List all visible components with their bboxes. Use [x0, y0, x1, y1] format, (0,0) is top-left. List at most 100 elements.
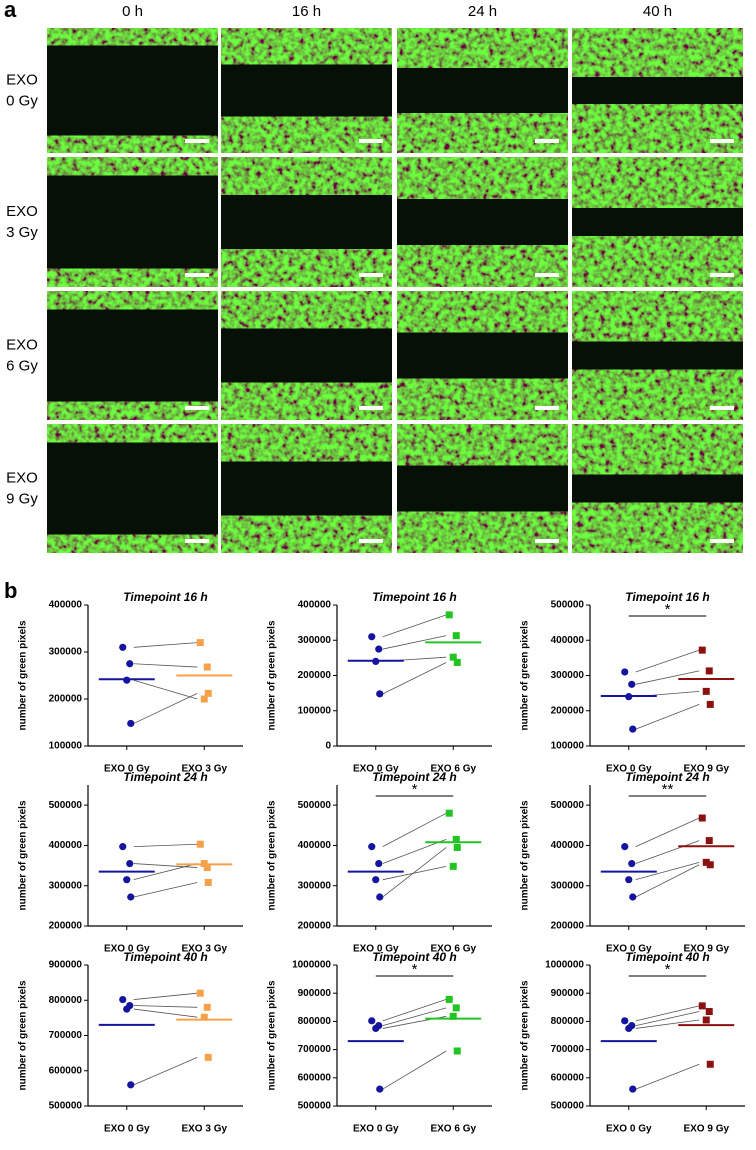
data-point — [705, 1008, 713, 1016]
x-tick-label: EXO 0 Gy — [353, 1124, 399, 1135]
x-tick-label: EXO 0 Gy — [606, 944, 652, 955]
pair-line — [382, 614, 447, 638]
data-point — [376, 690, 384, 698]
cell-layer — [221, 28, 392, 65]
data-point — [203, 663, 211, 671]
cell-layer — [221, 515, 392, 553]
x-tick-label: EXO 9 Gy — [683, 764, 729, 775]
pair-line — [635, 1005, 700, 1022]
data-point — [119, 643, 127, 651]
y-tick-label: 300000 — [298, 635, 332, 646]
pair-line — [133, 692, 198, 724]
pair-line — [635, 704, 700, 730]
chart-title: Timepoint 24 h — [123, 770, 207, 784]
x-tick-label: EXO 6 Gy — [430, 1124, 476, 1135]
micrograph — [47, 28, 218, 153]
x-tick-label: EXO 0 Gy — [353, 944, 399, 955]
data-point — [628, 859, 636, 868]
data-point — [119, 843, 127, 851]
cell-layer — [572, 236, 743, 287]
data-point — [126, 660, 134, 668]
data-point — [200, 1013, 208, 1021]
row-label: 9 Gy — [6, 490, 38, 507]
y-tick-label: 600000 — [298, 1072, 332, 1083]
data-point — [625, 693, 633, 701]
data-point — [449, 1012, 457, 1020]
data-point — [449, 653, 457, 661]
y-tick-label: 400000 — [49, 600, 83, 611]
data-point — [204, 878, 212, 886]
data-point — [126, 859, 134, 868]
y-tick-label: 900000 — [49, 960, 83, 971]
x-tick-label: EXO 3 Gy — [181, 944, 227, 955]
pair-line — [133, 863, 198, 868]
y-tick-label: 600000 — [49, 1065, 83, 1076]
y-axis-label: number of green pixels — [18, 620, 29, 730]
cell-layer — [397, 157, 568, 199]
data-point — [449, 862, 457, 870]
pair-line — [133, 679, 198, 700]
data-point — [127, 1081, 135, 1089]
cell-layer — [572, 369, 743, 420]
pair-line — [635, 861, 700, 881]
y-tick-label: 100000 — [551, 741, 585, 752]
pair-line — [382, 839, 447, 864]
pair-line — [133, 663, 198, 668]
data-point — [629, 725, 637, 733]
y-tick-label: 900000 — [298, 988, 332, 999]
micrograph — [47, 157, 218, 287]
y-tick-label: 300000 — [551, 880, 585, 891]
data-point — [368, 843, 376, 851]
cell-layer — [221, 424, 392, 462]
data-point — [706, 861, 714, 869]
x-tick-label: EXO 6 Gy — [430, 764, 476, 775]
y-tick-label: 300000 — [49, 880, 83, 891]
y-axis-label: number of green pixels — [267, 800, 278, 910]
significance: * — [665, 961, 671, 978]
y-tick-label: 400000 — [298, 600, 332, 611]
y-tick-label: 200000 — [49, 694, 83, 705]
cell-layer — [397, 28, 568, 68]
pair-line — [382, 999, 447, 1022]
data-point — [452, 835, 460, 843]
data-point — [368, 633, 376, 641]
pair-line — [133, 843, 198, 848]
pair-line — [382, 1007, 447, 1027]
y-tick-label: 100000 — [298, 705, 332, 716]
data-point — [200, 860, 208, 868]
y-tick-label: 300000 — [551, 670, 585, 681]
data-point — [372, 876, 380, 884]
column-header: 24 h — [468, 3, 497, 20]
chart-title: Timepoint 24 h — [372, 770, 456, 784]
data-point — [705, 837, 713, 845]
cell-layer — [397, 378, 568, 420]
row-label: 0 Gy — [6, 92, 38, 109]
row-label: EXO — [6, 71, 38, 88]
data-point — [203, 864, 211, 872]
scale-bar — [185, 273, 209, 277]
row-label: EXO — [6, 336, 38, 353]
cell-layer — [572, 157, 743, 208]
data-point — [445, 611, 453, 619]
data-point — [629, 1085, 637, 1093]
data-point — [453, 843, 461, 851]
micrograph — [47, 424, 218, 553]
pair-line — [382, 865, 447, 881]
x-tick-label: EXO 0 Gy — [104, 1124, 150, 1135]
scale-bar — [359, 273, 383, 277]
cell-layer — [47, 291, 218, 310]
x-tick-label: EXO 0 Gy — [104, 764, 150, 775]
pair-line — [635, 1011, 700, 1027]
data-point — [375, 859, 383, 868]
cell-layer — [572, 424, 743, 475]
data-point — [445, 809, 453, 817]
y-tick-label: 700000 — [49, 1030, 83, 1041]
x-tick-label: EXO 6 Gy — [430, 944, 476, 955]
y-tick-label: 400000 — [49, 840, 83, 851]
significance: ** — [662, 781, 674, 798]
cell-layer — [221, 249, 392, 287]
y-tick-label: 800000 — [551, 1016, 585, 1027]
chart-title: Timepoint 40 h — [123, 950, 207, 964]
significance: * — [412, 781, 418, 798]
pair-line — [635, 1019, 700, 1029]
